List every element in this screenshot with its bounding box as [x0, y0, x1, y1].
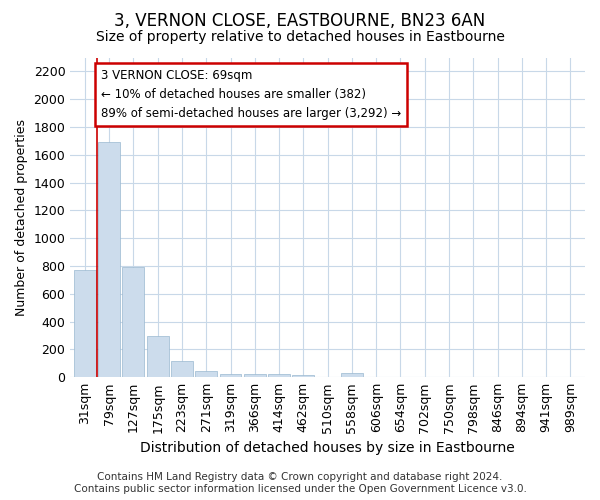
Y-axis label: Number of detached properties: Number of detached properties [15, 119, 28, 316]
Text: Size of property relative to detached houses in Eastbourne: Size of property relative to detached ho… [95, 30, 505, 44]
Bar [122, 266, 145, 377]
Bar [98, 142, 120, 377]
Bar [74, 270, 96, 377]
Bar [147, 336, 169, 377]
Bar [196, 372, 217, 377]
Text: 3, VERNON CLOSE, EASTBOURNE, BN23 6AN: 3, VERNON CLOSE, EASTBOURNE, BN23 6AN [115, 12, 485, 30]
Bar [220, 374, 241, 377]
Bar [341, 374, 363, 377]
Text: 3 VERNON CLOSE: 69sqm
← 10% of detached houses are smaller (382)
89% of semi-det: 3 VERNON CLOSE: 69sqm ← 10% of detached … [101, 68, 401, 120]
Bar [171, 361, 193, 377]
Bar [292, 374, 314, 377]
Bar [244, 374, 266, 377]
X-axis label: Distribution of detached houses by size in Eastbourne: Distribution of detached houses by size … [140, 441, 515, 455]
Text: Contains HM Land Registry data © Crown copyright and database right 2024.
Contai: Contains HM Land Registry data © Crown c… [74, 472, 526, 494]
Bar [268, 374, 290, 377]
